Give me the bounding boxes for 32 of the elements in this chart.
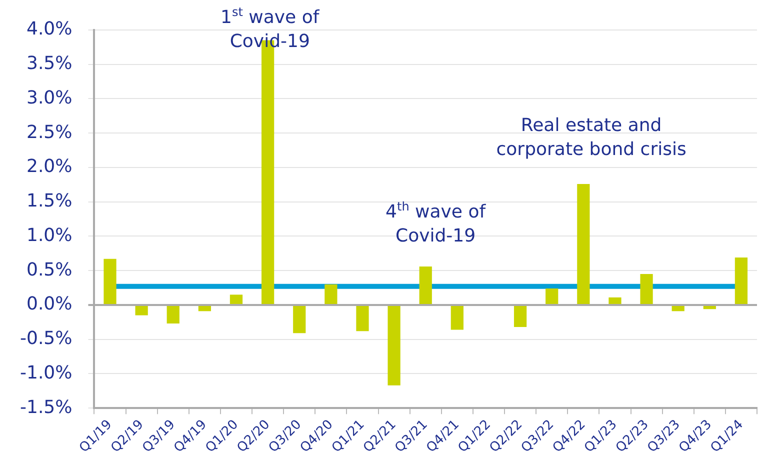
bar xyxy=(672,306,684,312)
bar xyxy=(734,258,748,304)
y-tick-label: 1.0% xyxy=(26,224,72,246)
bar xyxy=(577,184,590,304)
y-tick-label: -0.5% xyxy=(20,328,72,350)
bar xyxy=(703,306,716,310)
y-tick-label: -1.0% xyxy=(20,362,72,384)
y-tick-label: 0.5% xyxy=(26,259,72,280)
bar xyxy=(356,306,369,332)
bar xyxy=(608,297,622,304)
bar xyxy=(104,258,116,304)
y-tick-label: 2.0% xyxy=(26,156,72,178)
bar xyxy=(546,288,558,304)
bar xyxy=(198,306,211,312)
bar xyxy=(324,284,338,304)
bar xyxy=(230,294,243,304)
annotation: Real estate and corporate bond crisis xyxy=(496,114,686,160)
y-tick-label: 1.5% xyxy=(26,190,72,212)
bar xyxy=(640,274,653,304)
bar xyxy=(450,306,464,330)
bar xyxy=(166,306,180,324)
bar xyxy=(293,306,306,334)
y-tick-label: 2.5% xyxy=(26,122,72,143)
y-tick-label: -1.5% xyxy=(20,396,72,418)
bar xyxy=(514,306,527,327)
bar xyxy=(135,306,148,316)
y-tick-label: 4.0% xyxy=(26,18,72,40)
bar xyxy=(419,266,432,304)
bar xyxy=(388,306,400,386)
y-tick-label: 0.0% xyxy=(26,294,72,315)
y-tick-label: 3.5% xyxy=(26,53,72,74)
y-tick-label: 3.0% xyxy=(26,87,72,108)
